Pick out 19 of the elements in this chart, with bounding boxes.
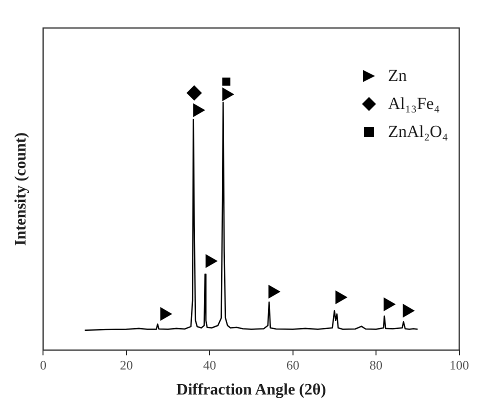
point bbox=[335, 290, 347, 304]
legend-label: Al₁₃Fe₄ bbox=[388, 94, 440, 114]
x-tick-label: 20 bbox=[120, 357, 133, 372]
point bbox=[268, 285, 280, 298]
point bbox=[222, 88, 234, 101]
x-tick-label: 0 bbox=[40, 357, 46, 372]
x-tick-label: 100 bbox=[450, 357, 469, 372]
x-tick-label: 60 bbox=[286, 357, 300, 372]
point bbox=[402, 304, 414, 318]
y-axis-title: Intensity (count) bbox=[12, 132, 30, 246]
legend-label: Zn bbox=[388, 66, 407, 86]
x-axis-title: Diffraction Angle (2θ) bbox=[176, 382, 326, 399]
point bbox=[384, 298, 396, 311]
legend-label: ZnAl₂O₄ bbox=[388, 122, 448, 142]
x-tick-label: 40 bbox=[203, 357, 216, 372]
point bbox=[160, 307, 172, 321]
x-tick-label: 80 bbox=[370, 357, 383, 372]
point bbox=[193, 104, 205, 117]
point bbox=[206, 254, 218, 268]
